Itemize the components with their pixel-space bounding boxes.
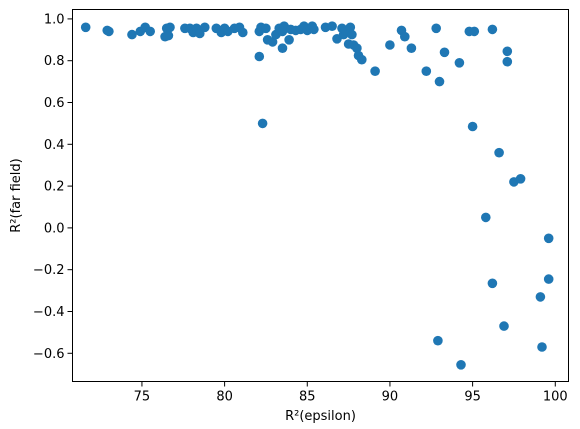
y-tick-label: −0.4 [33,305,65,320]
y-tick-label: 0.2 [44,180,65,195]
x-tick-label: 80 [216,390,233,405]
data-point [309,24,319,35]
data-point [370,66,380,76]
data-point [400,31,410,42]
data-points [80,21,554,370]
data-point [406,43,417,53]
data-point [284,35,294,45]
y-tick-label: 0.0 [44,221,65,236]
data-point [257,118,268,129]
data-point [502,56,513,67]
data-point [163,30,174,41]
x-tick-label: 100 [543,390,568,405]
y-axis-ticks: −0.6 −0.4 −0.2 0.0 0.2 0.4 0.6 0.8 1.0 [33,12,73,362]
x-tick-label: 85 [299,390,316,405]
x-axis-ticks: 75 80 85 90 95 100 [134,381,568,405]
y-tick-label: 0.6 [44,96,65,111]
data-point [357,54,367,65]
data-point [347,29,357,40]
data-point [439,47,450,58]
data-point [515,174,526,184]
data-point [481,212,491,223]
data-point [421,66,432,76]
y-axis-label: R²(far field) [9,158,24,232]
y-tick-label: −0.2 [33,263,65,278]
data-point [352,43,362,53]
data-point [543,274,554,284]
data-point [261,23,271,34]
data-point [104,26,114,37]
data-point [385,40,395,50]
y-tick-label: 0.8 [44,54,65,69]
data-point [345,22,356,33]
y-tick-label: 0.4 [44,138,65,153]
plot-frame [72,9,569,382]
data-point [238,27,248,38]
data-point [499,321,509,331]
data-point [487,24,498,35]
data-point [535,292,546,302]
plot-area [72,9,569,382]
data-point [467,121,478,132]
data-point [145,26,155,37]
x-tick-label: 90 [382,390,399,405]
data-point [80,22,91,33]
data-point [267,37,278,47]
x-tick-label: 75 [134,390,151,405]
data-point [537,342,547,352]
data-point [494,147,504,158]
data-point [327,21,337,32]
data-point [254,51,265,62]
data-point [469,26,480,37]
data-point [431,23,442,34]
y-tick-label: −0.6 [33,347,65,362]
x-axis-label: R²(epsilon) [285,409,356,424]
y-tick-label: 1.0 [44,12,65,27]
data-point [456,360,466,370]
data-point [454,58,465,68]
data-point [277,43,288,53]
x-tick-label: 95 [464,390,481,405]
data-point [434,76,445,87]
data-point [433,335,443,346]
data-point [200,22,210,33]
data-point [127,29,137,40]
data-point [165,22,175,33]
data-point [487,278,498,289]
data-point [543,233,554,244]
data-point [502,46,513,57]
